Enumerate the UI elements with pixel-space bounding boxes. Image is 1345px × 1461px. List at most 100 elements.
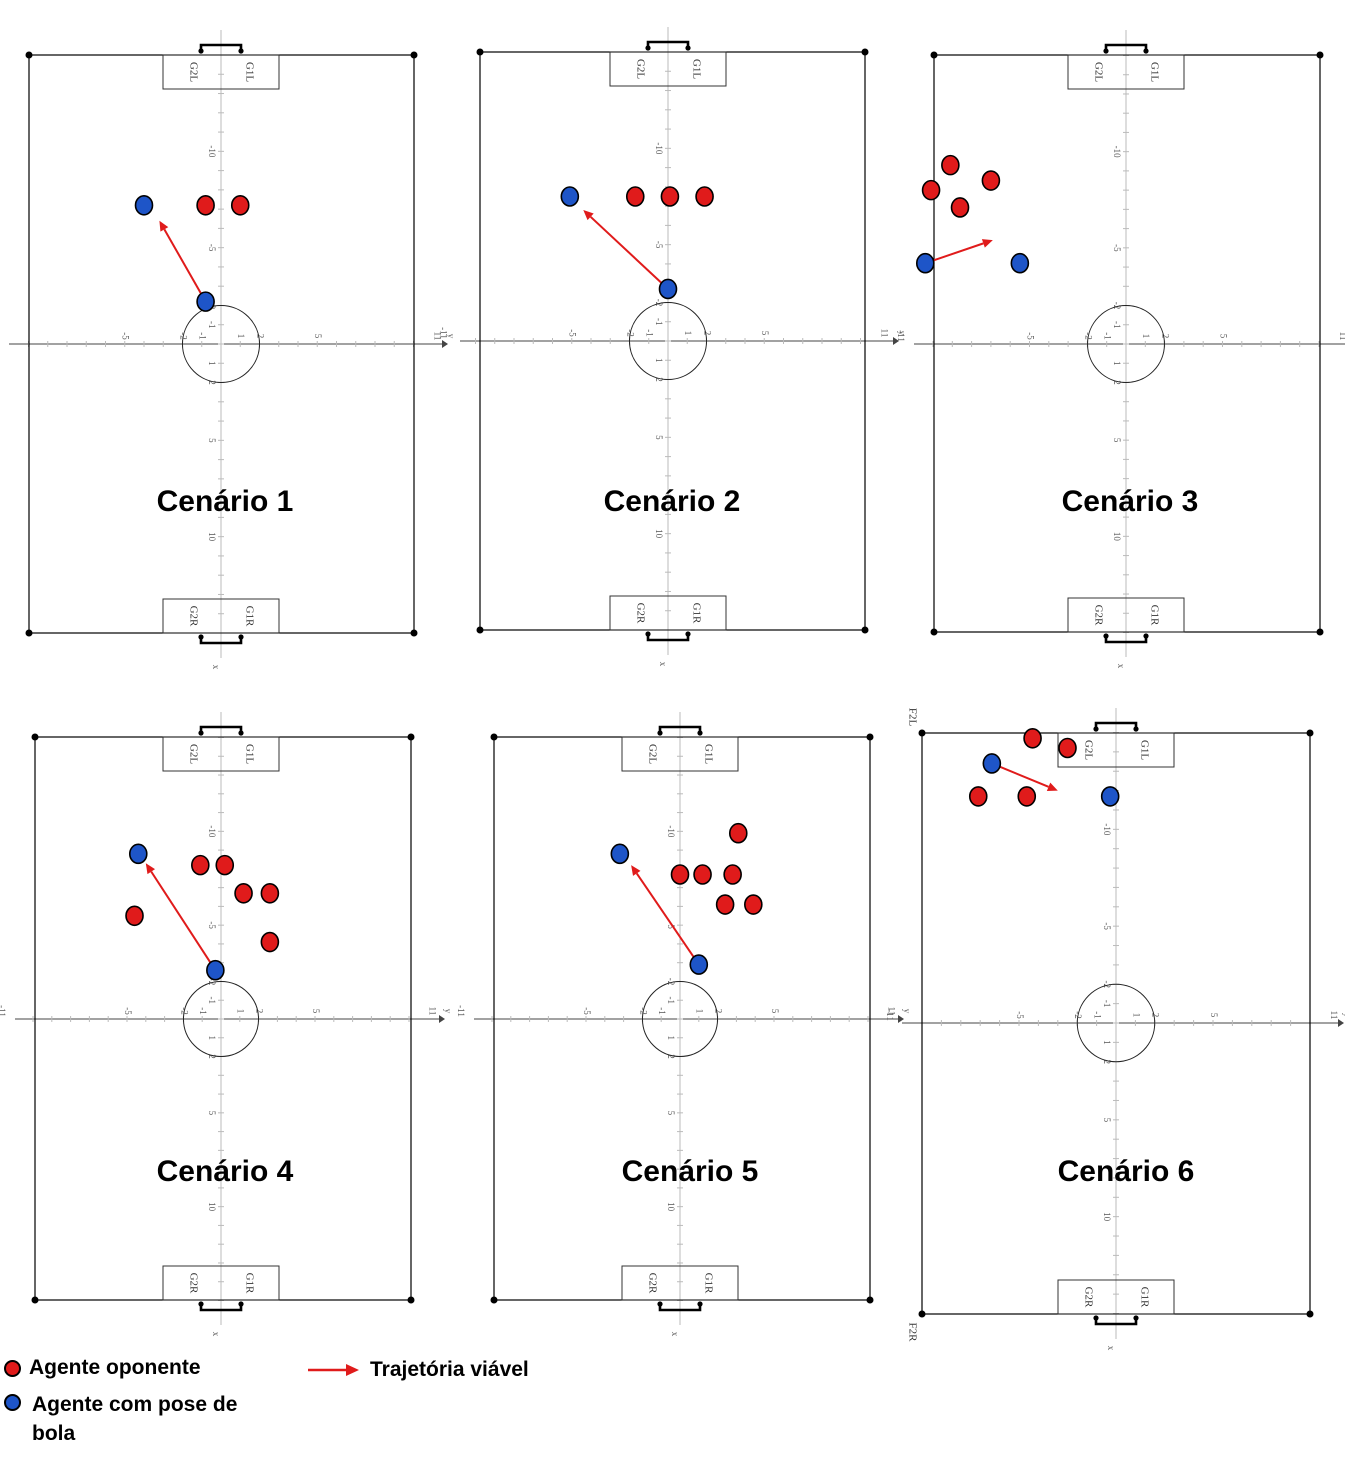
goal-label-g2r: G2R [634,603,646,624]
scenario-title: Cenário 5 [622,1155,759,1188]
corner-marker [407,733,415,741]
y-tick-label: 1 [1141,334,1151,339]
y-axis-label: y [897,331,907,336]
y-tick-label: -5 [582,1007,592,1015]
goal-area-top [621,736,739,772]
center-circle [1076,983,1156,1063]
y-tick-label: 5 [1209,1013,1219,1018]
goal-post-marker [1133,1315,1139,1321]
y-tick-label: -5 [568,329,578,337]
x-tick-label: 1 [1112,361,1122,366]
x-tick-label: 5 [207,1111,217,1116]
y-axis-arrow-icon [439,1015,445,1023]
y-tick-label: 1 [683,331,693,336]
goal-label-g1l: G1L [1138,740,1150,760]
x-tick-label: 10 [207,532,217,542]
opponent-agent [728,822,748,844]
center-circle [182,980,260,1058]
y-tick-label: 5 [313,334,323,339]
opponent-agent [968,786,988,807]
goal-post-marker [697,730,703,736]
x-tick-label: -1 [1102,1000,1112,1008]
corner-marker [866,1296,874,1304]
x-tick-label: -5 [207,921,217,929]
x-tick-label: 2 [654,377,664,382]
trajectory-arrow-icon [308,1364,359,1377]
y-tick-label: -11 [896,330,906,342]
goal-area-bottom [162,1265,280,1301]
opponent-agent [950,197,970,218]
corner-marker [1316,51,1324,59]
goal-area-top [162,54,280,90]
opponent-agent [660,186,680,207]
x-axis-label: x [1116,664,1126,669]
opponent-agent [125,905,144,927]
scenario-title: Cenário 3 [1062,485,1199,518]
goal-post-marker [238,1301,244,1307]
x-tick-label: -5 [1102,922,1112,930]
goal-label-g1l: G1L [243,62,255,82]
opponent-agent [921,179,941,201]
y-axis-arrow-icon [893,337,899,345]
corner-marker [1306,1310,1314,1318]
x-tick-label: 10 [666,1202,676,1212]
opponent-agent [1017,786,1037,807]
x-tick-label: 2 [666,1054,676,1059]
x-tick-label: 2 [207,380,217,385]
ball-agent [206,959,225,981]
goal-area-top [162,736,280,772]
goal-label-g1r: G1R [702,1273,714,1294]
opponent-agent [670,864,690,885]
y-tick-label: 2 [255,1009,265,1014]
trajectory-arrow [635,872,700,966]
trajectory-arrowhead [145,863,156,875]
trajectory-arrow [991,762,1049,788]
trajectory-arrow [163,228,207,303]
y-tick-label: -11 [0,1005,7,1017]
goal-label-g1r: G1R [1148,605,1160,626]
opponent-agent [260,882,280,904]
legend-trajectory: Trajetória viável [306,1358,529,1382]
corner-marker [490,1296,498,1304]
scenario-panel-6: yx-11-5-2-112511-10-5-2-112510G2LG1LG2RG… [885,708,1345,1351]
x-tick-label: -10 [1112,146,1122,158]
x-tick-label: 5 [207,438,217,443]
ball-agent [915,252,935,274]
x-tick-label: 2 [1102,1059,1112,1064]
y-tick-label: -5 [1025,332,1035,340]
opponent-agent [695,186,714,207]
opponent-agent [196,194,215,216]
x-tick-label: 2 [207,1054,217,1059]
goal-post-marker [645,631,651,637]
ball-agent [1100,786,1120,807]
goal-post-marker [1143,633,1149,639]
opponent-agent [191,854,210,876]
goal-post-marker [238,634,244,640]
center-circle [628,301,708,381]
opponent-agent [234,882,253,904]
opponent-agent [625,186,645,207]
goal-area-top [1067,54,1185,90]
x-axis-label: x [211,1332,221,1337]
corner-marker [918,1310,926,1318]
y-tick-label: -11 [885,1009,895,1021]
goal-area-top [609,51,727,87]
x-tick-label: 5 [654,435,664,440]
y-tick-label: -1 [198,332,208,340]
x-tick-label: 5 [1112,438,1122,443]
y-tick-label: 5 [1218,334,1228,339]
y-tick-label: 5 [760,331,770,336]
corner-marker [861,48,869,56]
trajectory-arrowhead [159,220,169,232]
y-axis-arrow-icon [1338,1019,1344,1027]
x-tick-label: 10 [654,529,664,539]
x-tick-label: -2 [654,299,664,307]
y-tick-label: -5 [121,332,131,340]
ball-agent [689,954,709,975]
goal-area-bottom [1057,1279,1175,1315]
goal-label-g2l: G2L [646,744,658,764]
x-tick-label: -5 [207,244,217,252]
y-axis-arrow-icon [898,1015,904,1023]
